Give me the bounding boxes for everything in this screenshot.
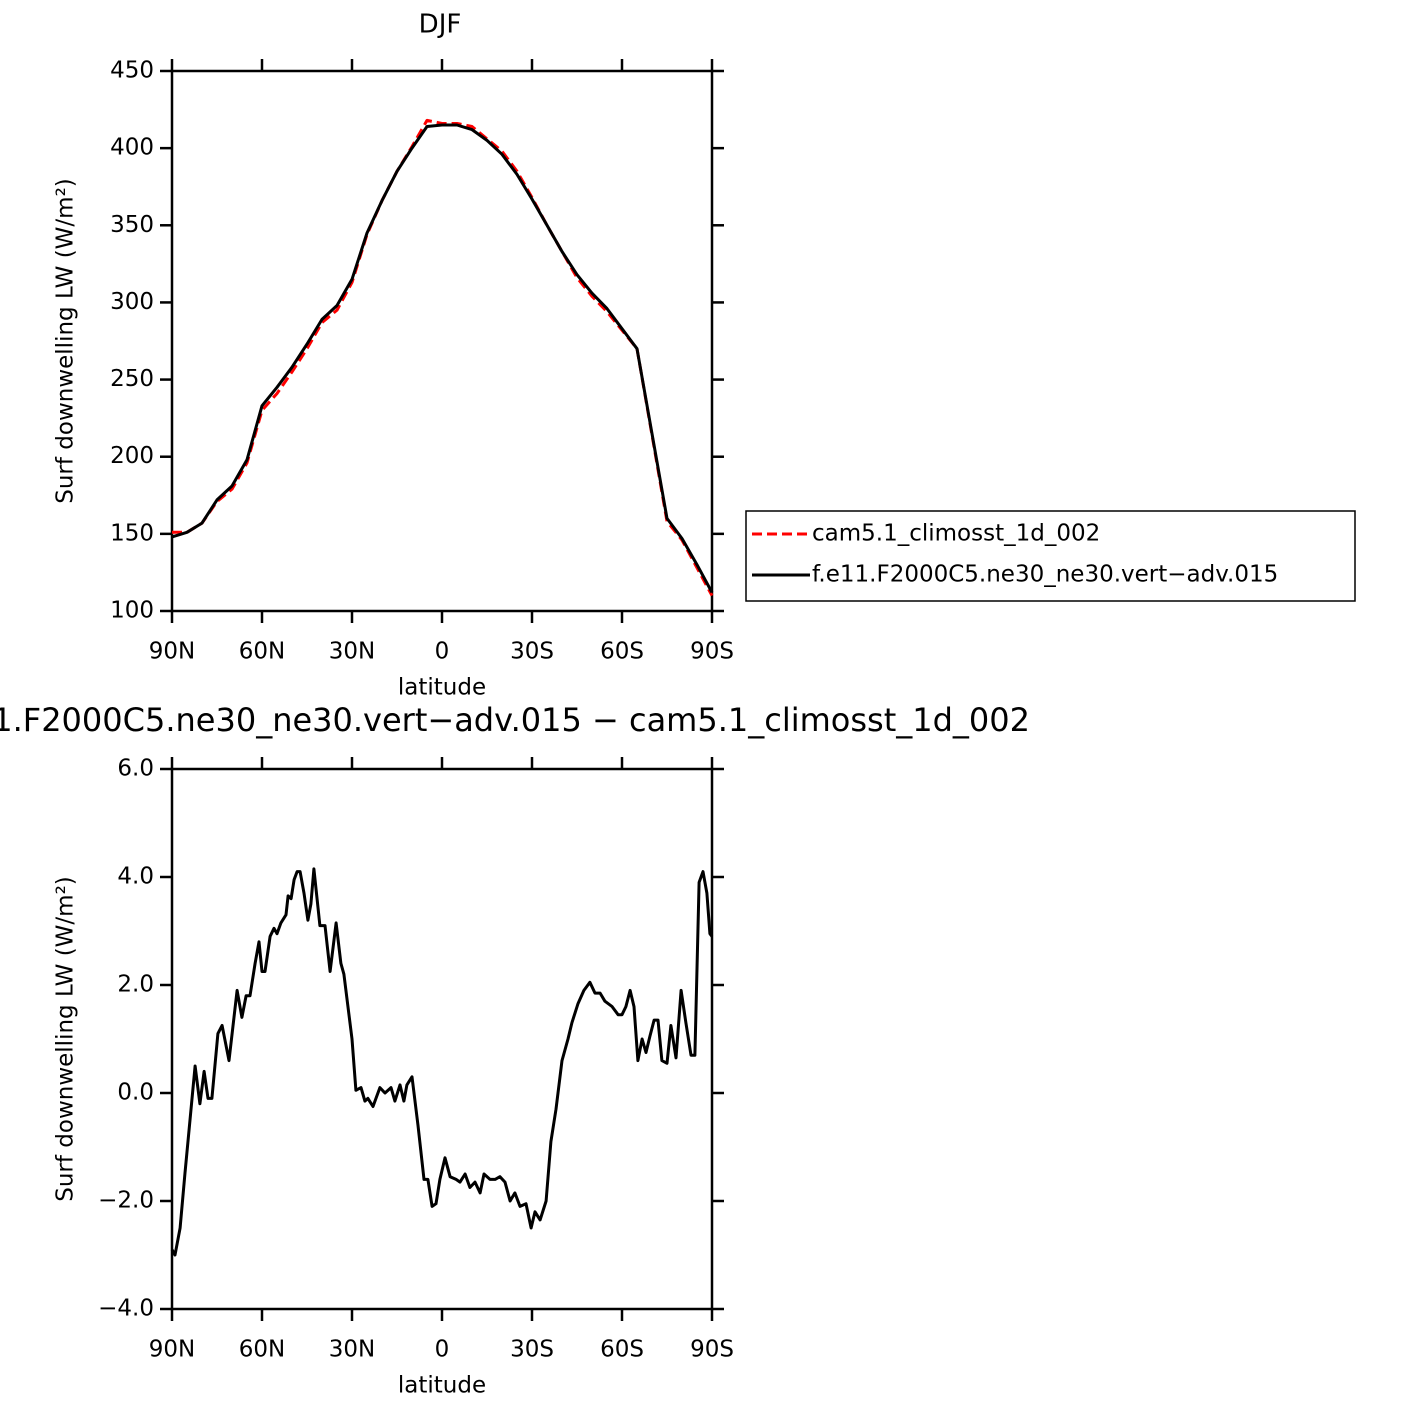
x-tick-label: 30S (510, 639, 554, 665)
series-line (172, 118, 714, 597)
plot-frame (170, 767, 714, 1311)
x-tick-label: 0 (435, 1337, 450, 1363)
x-tick-label: 60N (239, 1337, 285, 1363)
legend-label: cam5.1_climosst_1d_002 (812, 521, 1100, 547)
x-tick-label: 30N (329, 639, 375, 665)
x-axis-label: latitude (398, 675, 486, 701)
y-tick-label: 0.0 (117, 1080, 154, 1106)
y-tick-label: 450 (110, 58, 154, 84)
y-tick-label: 300 (110, 289, 154, 315)
x-tick-label: 90N (149, 639, 195, 665)
y-axis-label: Surf downwelling LW (W/m²) (53, 876, 79, 1202)
series-line (170, 867, 714, 1257)
x-axis-label: latitude (398, 1373, 486, 1399)
y-tick-label: 350 (110, 212, 154, 238)
x-tick-label: 30N (329, 1337, 375, 1363)
chart-title: DJF (419, 10, 462, 40)
y-tick-label: −4.0 (98, 1296, 154, 1322)
y-tick-label: 400 (110, 135, 154, 161)
x-tick-label: 60S (600, 639, 644, 665)
x-tick-label: 60S (600, 1337, 644, 1363)
x-tick-label: 90S (690, 1337, 734, 1363)
y-tick-label: −2.0 (98, 1188, 154, 1214)
legend-label: f.e11.F2000C5.ne30_ne30.vert−adv.015 (812, 562, 1278, 588)
x-tick-label: 90S (690, 639, 734, 665)
x-tick-label: 30S (510, 1337, 554, 1363)
legend-box (745, 510, 1356, 602)
x-tick-label: 0 (435, 639, 450, 665)
chart-title: f.e11.F2000C5.ne30_ne30.vert−adv.015 − c… (0, 701, 1030, 739)
series-line (171, 123, 714, 594)
y-tick-label: 100 (110, 598, 154, 624)
x-tick-label: 90N (149, 1337, 195, 1363)
y-axis-label: Surf downwelling LW (W/m²) (53, 178, 79, 504)
y-tick-label: 150 (110, 520, 154, 546)
y-tick-label: 6.0 (117, 756, 154, 782)
y-tick-label: 250 (110, 366, 154, 392)
y-tick-label: 4.0 (117, 864, 154, 890)
y-tick-label: 200 (110, 443, 154, 469)
x-tick-label: 60N (239, 639, 285, 665)
y-tick-label: 2.0 (117, 972, 154, 998)
